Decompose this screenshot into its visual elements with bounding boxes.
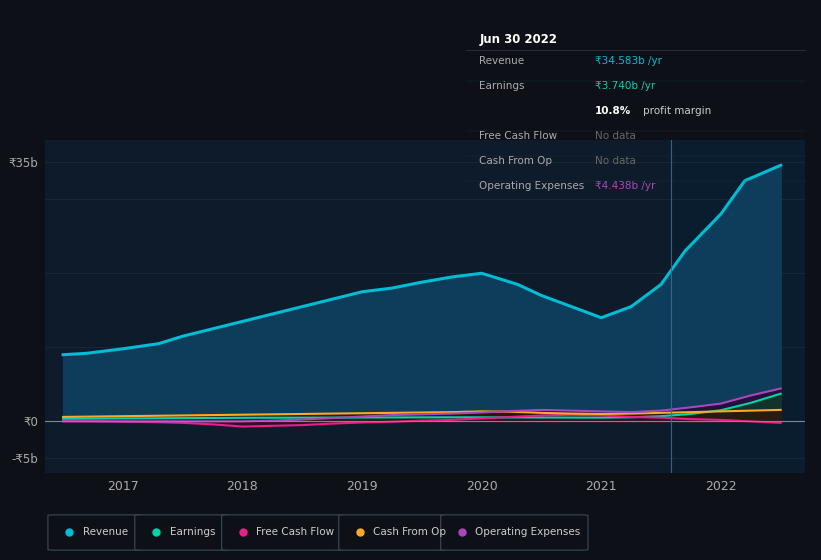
Text: Operating Expenses: Operating Expenses [479,181,585,191]
Text: Jun 30 2022: Jun 30 2022 [479,34,557,46]
FancyBboxPatch shape [222,515,342,550]
Text: No data: No data [595,131,635,141]
Text: Cash From Op: Cash From Op [374,527,447,537]
Text: Earnings: Earnings [479,81,525,91]
Text: Free Cash Flow: Free Cash Flow [479,131,557,141]
Text: ₹34.583b /yr: ₹34.583b /yr [595,56,662,66]
Text: ₹4.438b /yr: ₹4.438b /yr [595,181,655,191]
Text: Earnings: Earnings [170,527,215,537]
Text: 10.8%: 10.8% [595,106,631,116]
Text: Revenue: Revenue [83,527,128,537]
Text: Cash From Op: Cash From Op [479,156,553,166]
FancyBboxPatch shape [135,515,229,550]
FancyBboxPatch shape [441,515,588,550]
Text: No data: No data [595,156,635,166]
Text: Free Cash Flow: Free Cash Flow [256,527,334,537]
FancyBboxPatch shape [48,515,142,550]
Text: Revenue: Revenue [479,56,525,66]
Text: Operating Expenses: Operating Expenses [475,527,580,537]
Bar [671,140,810,473]
FancyBboxPatch shape [339,515,444,550]
Text: profit margin: profit margin [643,106,711,116]
Text: ₹3.740b /yr: ₹3.740b /yr [595,81,655,91]
